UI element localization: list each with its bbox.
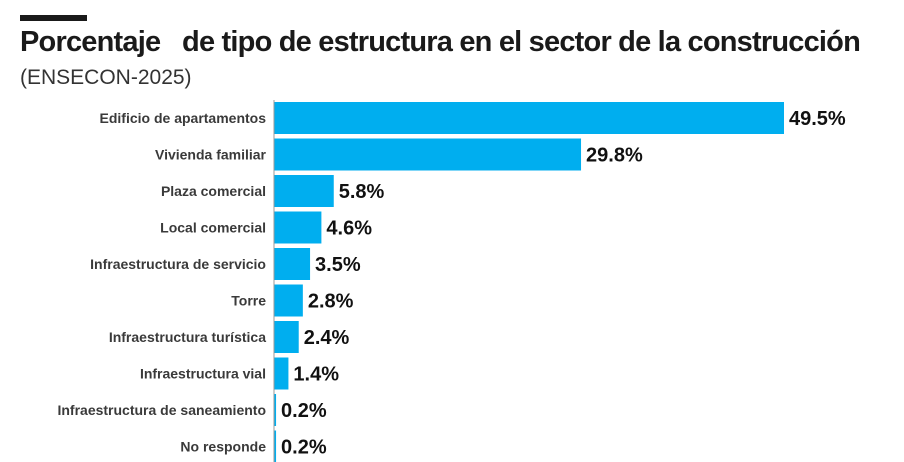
value-label: 2.4% <box>304 327 350 349</box>
category-label: Local comercial <box>160 220 266 236</box>
title-accent-rule <box>20 15 87 21</box>
value-label: 4.6% <box>326 218 372 240</box>
value-label: 49.5% <box>789 108 846 130</box>
bar <box>274 175 334 207</box>
bar <box>274 248 311 280</box>
value-label: 29.8% <box>586 145 643 167</box>
category-label: Infraestructura turística <box>109 329 266 345</box>
bar <box>274 211 322 244</box>
chart-title: Porcentaje de tipo de estructura en el s… <box>20 26 861 58</box>
bar <box>274 321 299 353</box>
bar <box>274 284 303 317</box>
value-label: 2.8% <box>308 291 354 313</box>
category-label: Infraestructura de servicio <box>90 256 266 272</box>
bar <box>274 357 289 390</box>
value-label: 0.2% <box>281 400 327 422</box>
bar <box>274 430 277 462</box>
category-label: Vivienda familiar <box>155 147 267 163</box>
bar <box>274 138 582 171</box>
value-label: 5.8% <box>339 181 385 203</box>
category-label: No responde <box>180 439 266 455</box>
category-label: Infraestructura vial <box>140 366 266 382</box>
bar <box>274 394 277 426</box>
category-label: Plaza comercial <box>161 183 266 199</box>
value-label: 3.5% <box>315 254 361 276</box>
category-label: Torre <box>231 293 266 309</box>
value-label: 1.4% <box>293 364 339 386</box>
category-label: Infraestructura de saneamiento <box>57 402 266 418</box>
chart-subtitle: (ENSECON-2025) <box>20 66 192 89</box>
value-label: 0.2% <box>281 437 327 459</box>
category-label: Edificio de apartamentos <box>100 110 267 126</box>
bar <box>274 102 784 134</box>
